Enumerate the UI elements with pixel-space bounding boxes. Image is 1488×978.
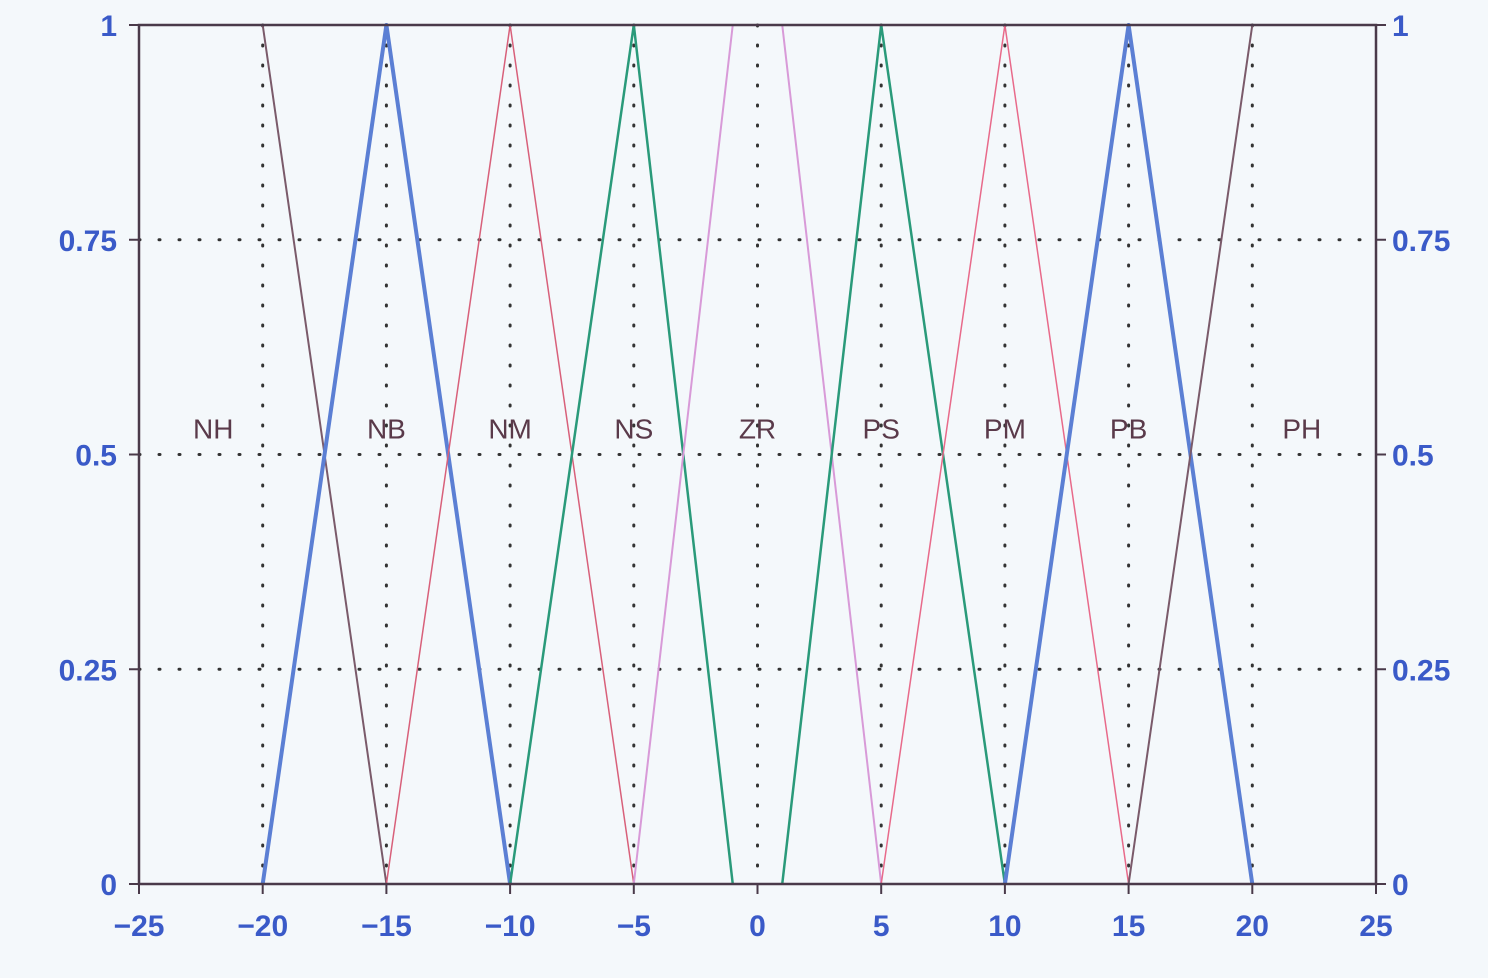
set-labels: NH NB NM NS ZR PS PM PB PH [193, 414, 1321, 445]
y-tick-label-right: 0.25 [1392, 654, 1450, 687]
set-label-nb: NB [367, 414, 406, 445]
x-tick-label: 20 [1236, 910, 1269, 943]
x-tick-label: −20 [237, 910, 288, 943]
grid [137, 23, 1378, 886]
y-tick-label-right: 0 [1392, 869, 1409, 902]
series-ps [780, 23, 1007, 885]
x-tick-label: −25 [114, 910, 165, 943]
x-tick-label: 25 [1359, 910, 1392, 943]
x-tick-label: −5 [617, 910, 651, 943]
y-tick-label-left: 1 [100, 10, 117, 43]
x-tick-label: −15 [361, 910, 412, 943]
y-tick-label-left: 0 [100, 869, 117, 902]
set-label-nm: NM [488, 414, 532, 445]
y-tick-label-right: 0.5 [1392, 440, 1434, 473]
x-tick-label: 15 [1112, 910, 1145, 943]
x-tick-label: 10 [988, 910, 1021, 943]
y-tick-label-left: 0.75 [59, 225, 117, 258]
set-label-ns: NS [614, 414, 653, 445]
set-label-pm: PM [984, 414, 1026, 445]
x-tick-label: 0 [749, 910, 766, 943]
x-tick-label: 5 [873, 910, 890, 943]
y-tick-label-right: 0.75 [1392, 225, 1450, 258]
set-label-zr: ZR [739, 414, 776, 445]
x-tick-label: −10 [485, 910, 536, 943]
series-pb [1002, 23, 1255, 885]
y-tick-label-left: 0.5 [75, 440, 117, 473]
series-nm [385, 24, 635, 885]
set-label-pb: PB [1110, 414, 1147, 445]
y-tick-label-right: 1 [1392, 10, 1409, 43]
ticks: −25 −20 −15 −10 −5 0 5 10 15 20 250 00.25 0.250.5 0.5… [59, 10, 1451, 943]
set-label-ps: PS [863, 414, 900, 445]
set-label-ph: PH [1282, 414, 1321, 445]
set-label-nh: NH [193, 414, 233, 445]
y-tick-label-left: 0.25 [59, 654, 117, 687]
series-nh [139, 24, 388, 885]
